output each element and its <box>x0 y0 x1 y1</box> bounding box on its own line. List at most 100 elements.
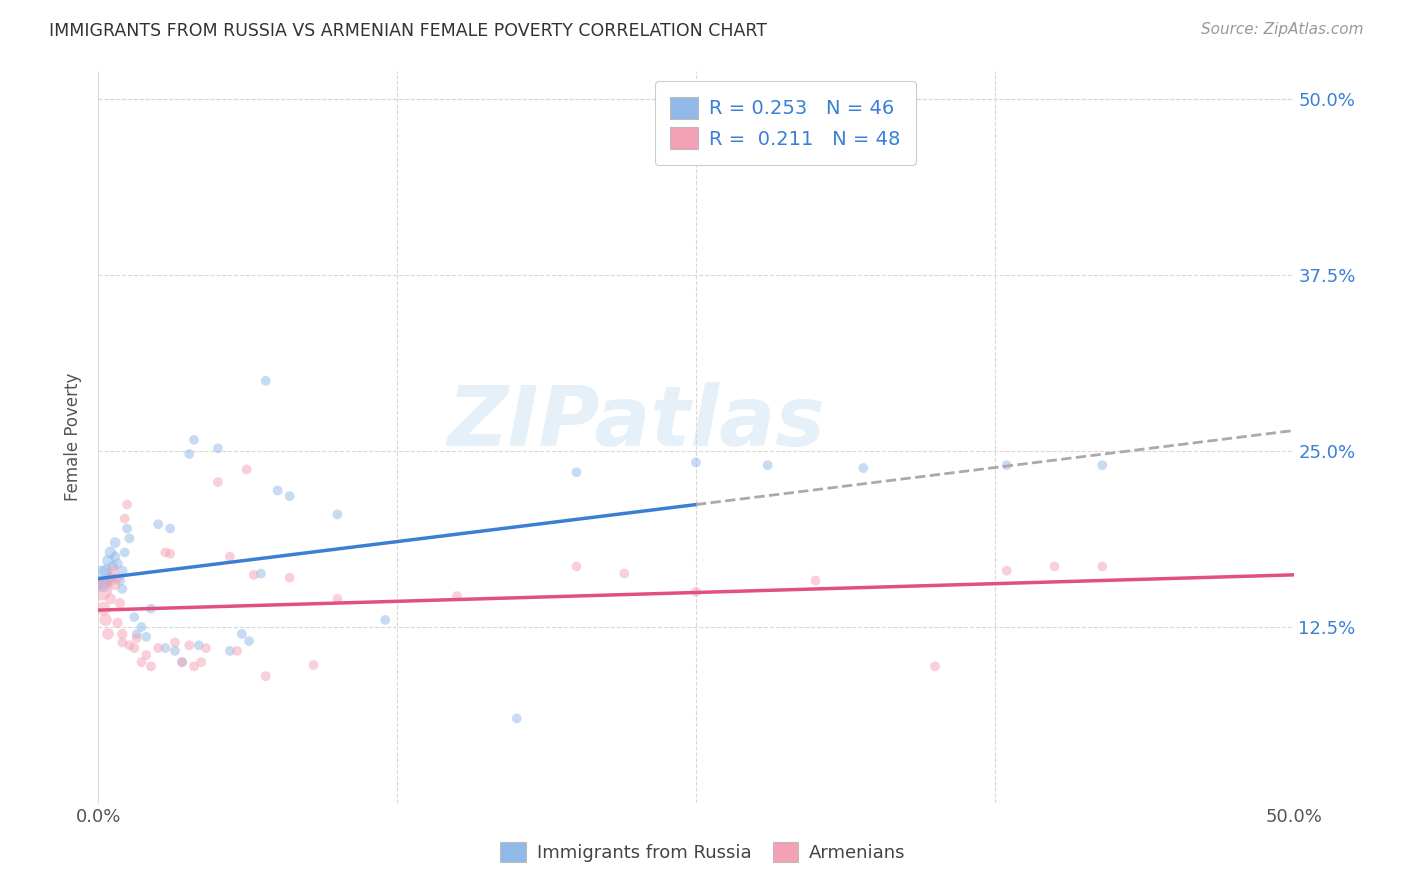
Point <box>565 559 588 574</box>
Point <box>326 591 349 606</box>
Point <box>104 535 127 549</box>
Point <box>107 557 129 571</box>
Point <box>115 498 138 512</box>
Point <box>148 517 170 532</box>
Point <box>115 521 138 535</box>
Point <box>226 644 249 658</box>
Point <box>254 669 277 683</box>
Point <box>172 655 194 669</box>
Point <box>104 578 127 592</box>
Point <box>101 559 124 574</box>
Point <box>97 554 120 568</box>
Point <box>159 547 181 561</box>
Point <box>163 644 186 658</box>
Point <box>506 711 529 725</box>
Point <box>219 644 242 658</box>
Point <box>613 566 636 581</box>
Point <box>995 458 1018 473</box>
Point <box>107 571 129 585</box>
Point <box>924 659 946 673</box>
Point <box>108 596 131 610</box>
Text: Source: ZipAtlas.com: Source: ZipAtlas.com <box>1201 22 1364 37</box>
Point <box>131 620 153 634</box>
Point <box>756 458 779 473</box>
Point <box>135 630 157 644</box>
Point <box>124 610 146 624</box>
Point <box>243 568 266 582</box>
Point <box>148 641 170 656</box>
Text: IMMIGRANTS FROM RUSSIA VS ARMENIAN FEMALE POVERTY CORRELATION CHART: IMMIGRANTS FROM RUSSIA VS ARMENIAN FEMAL… <box>49 22 768 40</box>
Point <box>94 613 117 627</box>
Point <box>114 511 136 525</box>
Point <box>139 659 162 673</box>
Point <box>685 455 707 469</box>
Point <box>159 521 181 535</box>
Point <box>139 601 162 615</box>
Point <box>238 634 260 648</box>
Point <box>1091 559 1114 574</box>
Point <box>98 545 122 559</box>
Point <box>135 648 157 662</box>
Point <box>326 508 349 522</box>
Point <box>804 574 827 588</box>
Legend: Immigrants from Russia, Armenians: Immigrants from Russia, Armenians <box>494 834 912 870</box>
Point <box>267 483 290 498</box>
Legend: R = 0.253   N = 46, R =  0.211   N = 48: R = 0.253 N = 46, R = 0.211 N = 48 <box>655 81 917 165</box>
Point <box>111 635 134 649</box>
Point <box>250 566 273 581</box>
Text: ZIPatlas: ZIPatlas <box>447 382 825 463</box>
Point <box>98 571 122 585</box>
Point <box>163 635 186 649</box>
Point <box>90 582 112 596</box>
Point <box>235 462 257 476</box>
Point <box>111 582 134 596</box>
Point <box>190 655 212 669</box>
Point <box>183 433 205 447</box>
Point <box>1043 559 1066 574</box>
Point <box>374 613 396 627</box>
Point <box>254 374 277 388</box>
Point <box>155 641 177 656</box>
Point <box>183 659 205 673</box>
Point <box>302 657 325 672</box>
Point <box>101 564 124 578</box>
Point <box>446 589 468 603</box>
Point <box>91 601 114 615</box>
Point <box>278 489 301 503</box>
Point <box>172 655 194 669</box>
Point <box>98 574 122 588</box>
Point <box>195 641 218 656</box>
Point <box>179 447 201 461</box>
Point <box>565 465 588 479</box>
Point <box>111 564 134 578</box>
Point <box>98 591 122 606</box>
Point <box>125 632 148 646</box>
Point <box>91 578 114 592</box>
Point <box>207 475 229 489</box>
Point <box>114 545 136 559</box>
Point <box>131 655 153 669</box>
Point <box>1091 458 1114 473</box>
Point <box>118 638 141 652</box>
Point <box>852 461 875 475</box>
Point <box>995 564 1018 578</box>
Point <box>219 549 242 564</box>
Point <box>97 627 120 641</box>
Point <box>231 627 253 641</box>
Y-axis label: Female Poverty: Female Poverty <box>65 373 83 501</box>
Point <box>111 627 134 641</box>
Point <box>90 571 112 585</box>
Point <box>179 638 201 652</box>
Point <box>207 442 229 456</box>
Point <box>685 584 707 599</box>
Point <box>108 574 131 588</box>
Point <box>125 627 148 641</box>
Point <box>187 638 209 652</box>
Point <box>118 532 141 546</box>
Point <box>278 571 301 585</box>
Point <box>155 545 177 559</box>
Point <box>107 615 129 630</box>
Point <box>94 564 117 578</box>
Point <box>104 549 127 564</box>
Point <box>124 641 146 656</box>
